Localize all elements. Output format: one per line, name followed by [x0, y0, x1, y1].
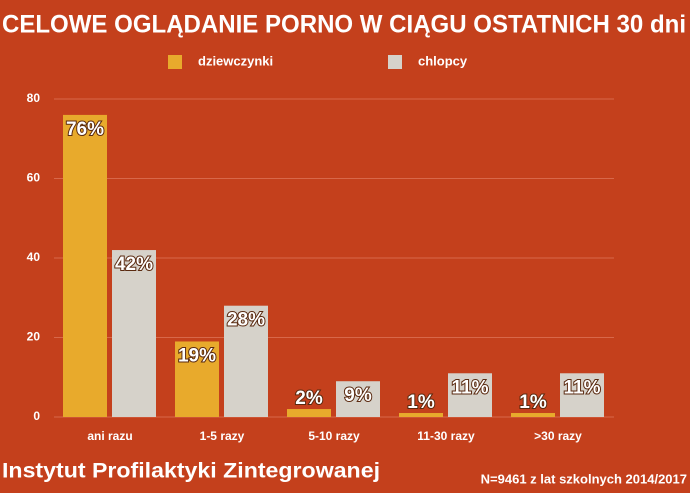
source: Instytut Profilaktyki Zintegrowanej [2, 460, 380, 483]
x-tick-label: 11-30 razy [417, 429, 475, 443]
x-tick-label: >30 razy [534, 429, 582, 443]
value-label: 19% [178, 345, 216, 366]
y-tick-label: 20 [27, 330, 41, 344]
value-label: 42% [115, 254, 153, 275]
bar [511, 413, 555, 417]
chart-title: CELOWE OGLĄDANIE PORNO W CIĄGU OSTATNICH… [2, 11, 686, 39]
value-label: 28% [227, 310, 265, 331]
y-tick-label: 80 [27, 91, 41, 105]
bar [560, 373, 604, 417]
value-label: 1% [519, 392, 547, 413]
y-tick-label: 40 [27, 250, 41, 264]
value-label: 11% [564, 377, 601, 398]
bar [63, 114, 107, 418]
y-tick-label: 60 [27, 171, 41, 185]
legend-label: chlopcy [418, 53, 468, 68]
bar [112, 250, 156, 417]
y-tick-label: 0 [33, 409, 40, 423]
bar [399, 413, 443, 417]
x-tick-label: ani razu [87, 429, 132, 443]
value-label: 9% [344, 385, 372, 406]
bar [224, 305, 268, 417]
value-label: 2% [295, 388, 323, 409]
legend-swatch [388, 55, 402, 69]
x-tick-label: 1-5 razy [200, 429, 245, 443]
bar [175, 341, 219, 417]
value-label: 11% [452, 377, 489, 398]
legend-swatch [168, 55, 182, 69]
value-label: 76% [66, 119, 104, 140]
bar [448, 373, 492, 417]
note: N=9461 z lat szkolnych 2014/2017 [481, 471, 687, 486]
x-tick-label: 5-10 razy [308, 429, 360, 443]
legend-label: dziewczynki [198, 53, 273, 68]
bar [287, 409, 331, 417]
bar [336, 381, 380, 417]
value-label: 1% [407, 392, 435, 413]
